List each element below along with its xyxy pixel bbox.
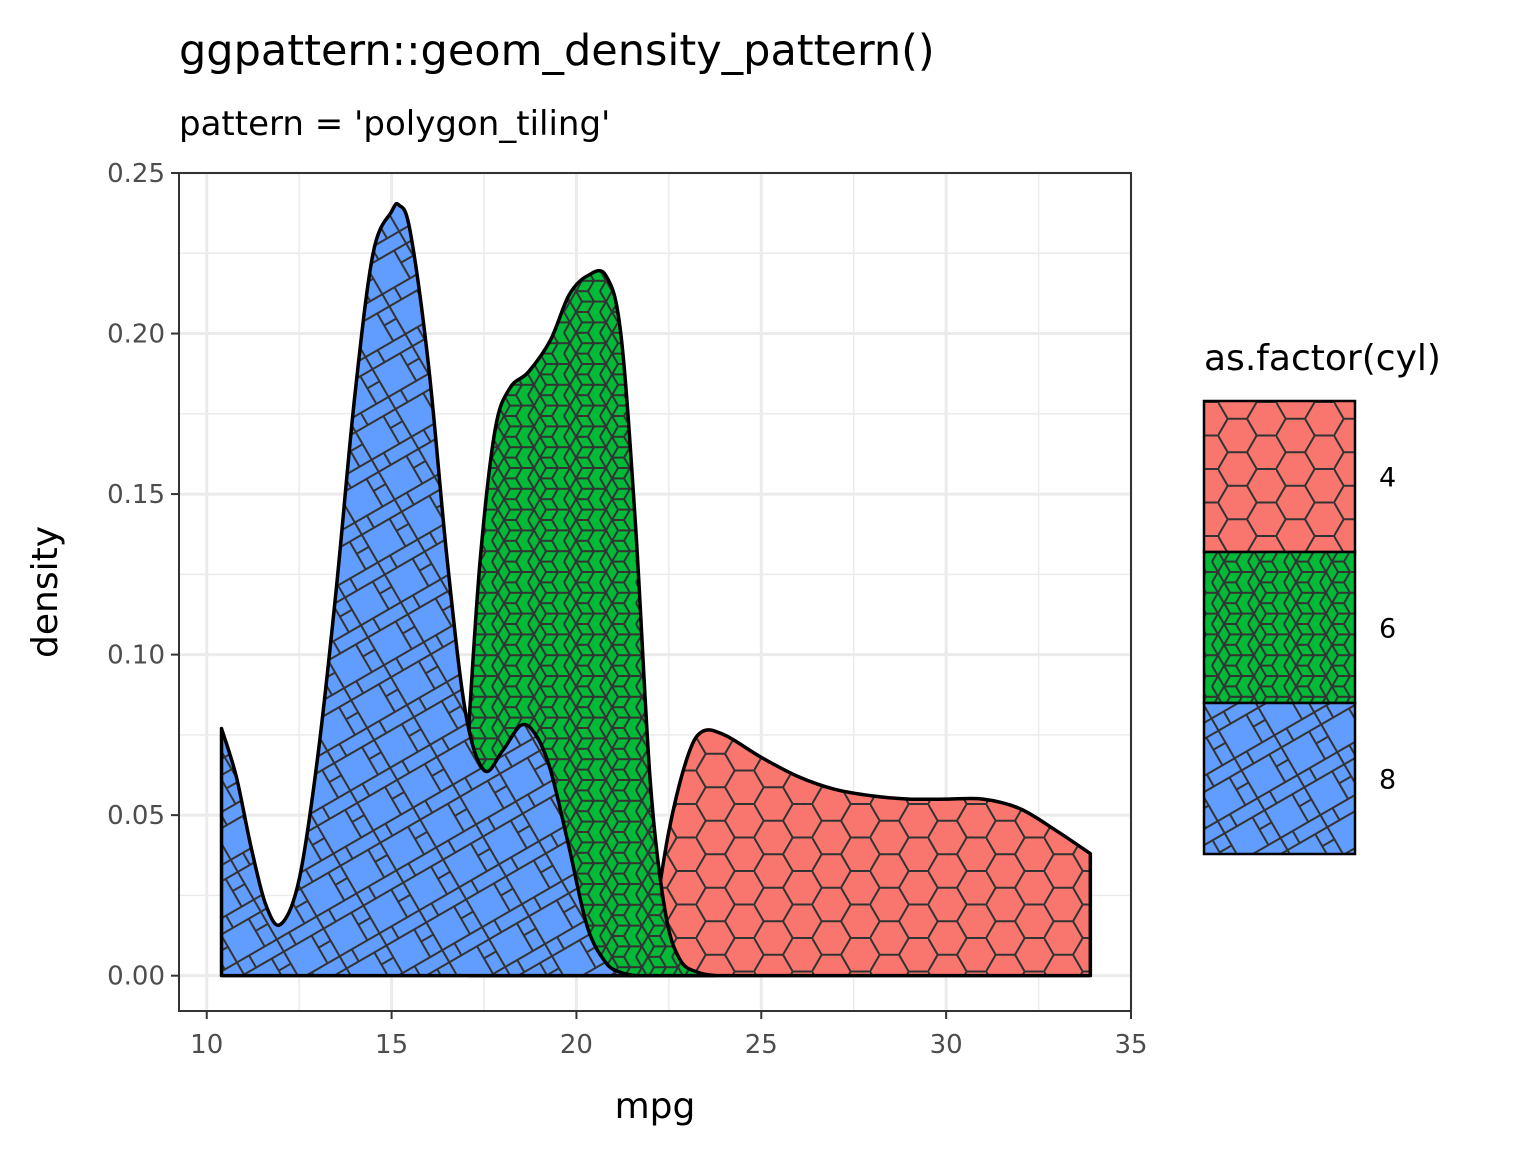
x-axis: 10 15 20 25 30 35: [190, 1011, 1148, 1060]
y-axis: 0.00 0.05 0.10 0.15 0.20 0.25: [107, 159, 179, 992]
legend-key-cyl-6: 6: [1202, 550, 1396, 705]
y-tick-label: 0.20: [107, 320, 165, 350]
legend-keys: 4 6 8: [1202, 399, 1396, 856]
y-axis-title: density: [25, 526, 66, 658]
legend-swatch-border: [1202, 701, 1357, 856]
density-areas: [219, 201, 1093, 978]
legend-label: 6: [1379, 614, 1396, 645]
chart-subtitle: pattern = 'polygon_tiling': [179, 104, 610, 144]
legend-swatch-pattern: [1204, 401, 1355, 552]
y-tick-label: 0.05: [107, 801, 165, 831]
panel-border: [178, 172, 1132, 1012]
legend-key-cyl-8: 8: [1202, 701, 1396, 856]
area-pattern-cyl-8: [221, 203, 636, 976]
legend: as.factor(cyl) 4 6 8: [1202, 338, 1441, 856]
legend-title: as.factor(cyl): [1204, 338, 1441, 379]
y-tick-label: 0.00: [107, 962, 165, 992]
x-tick-label: 10: [190, 1030, 223, 1060]
x-tick-label: 25: [745, 1030, 778, 1060]
y-tick-label: 0.10: [107, 641, 165, 671]
legend-label: 8: [1379, 765, 1396, 796]
chart-title: ggpattern::geom_density_pattern(): [179, 26, 935, 76]
density-area-cyl-4: [626, 728, 1093, 978]
y-tick-label: 0.25: [107, 159, 165, 189]
legend-key-cyl-4: 4: [1202, 399, 1396, 554]
legend-swatch-pattern: [1204, 703, 1355, 854]
area-outline-cyl-6: [467, 268, 719, 978]
x-tick-label: 20: [560, 1030, 593, 1060]
area-pattern-cyl-4: [628, 729, 1091, 976]
area-outline-cyl-8: [219, 201, 638, 978]
legend-swatch-pattern: [1204, 552, 1355, 703]
y-tick-label: 0.15: [107, 480, 165, 510]
x-tick-label: 35: [1114, 1030, 1147, 1060]
x-tick-label: 15: [375, 1030, 408, 1060]
legend-label: 4: [1379, 463, 1396, 494]
density-area-cyl-8: [219, 201, 638, 978]
x-axis-title: mpg: [615, 1086, 696, 1127]
x-tick-label: 30: [930, 1030, 963, 1060]
